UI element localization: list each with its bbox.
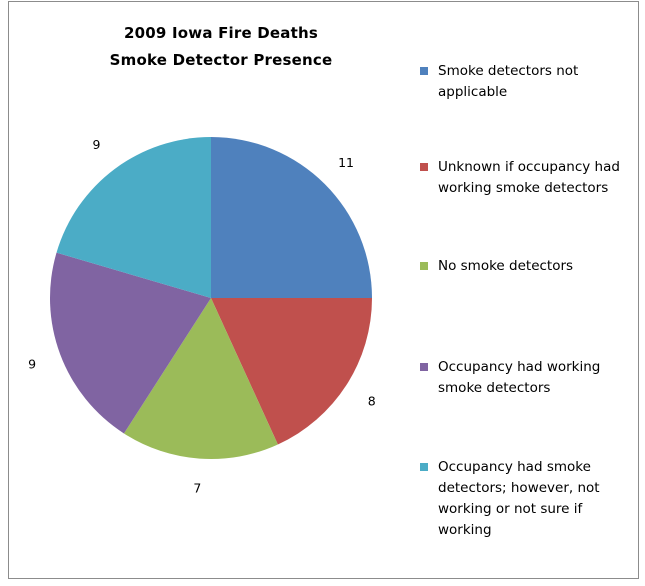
data-label-no-detectors: 7 <box>193 481 201 496</box>
pie-slice-not-applicable <box>211 137 372 298</box>
legend-swatch <box>420 463 428 471</box>
legend-item-working: Occupancy had working smoke detectors <box>420 357 635 399</box>
legend-item-not-applicable: Smoke detectors not applicable <box>420 61 635 103</box>
data-label-working: 9 <box>28 357 36 372</box>
chart-title: 2009 Iowa Fire Deaths <box>124 24 318 42</box>
pie-slice-no-detectors <box>123 298 278 459</box>
legend-item-unknown: Unknown if occupancy had working smoke d… <box>420 157 635 199</box>
legend-swatch <box>420 262 428 270</box>
data-label-not-applicable: 11 <box>338 155 354 170</box>
chart-subtitle: Smoke Detector Presence <box>109 51 333 69</box>
pie-slice-working <box>49 252 211 434</box>
legend-label: Smoke detectors not applicable <box>438 63 579 100</box>
legend-label: No smoke detectors <box>438 258 574 274</box>
legend-label: Unknown if occupancy had working smoke d… <box>438 159 620 196</box>
legend-swatch <box>420 163 428 171</box>
legend-item-not-working: Occupancy had smoke detectors; however, … <box>420 457 635 541</box>
chart-title-block: 2009 Iowa Fire Deaths Smoke Detector Pre… <box>86 20 356 74</box>
legend-swatch <box>420 363 428 371</box>
pie-slice-not-working <box>56 137 211 298</box>
legend-label: Occupancy had working smoke detectors <box>438 359 601 396</box>
legend-label: Occupancy had smoke detectors; however, … <box>438 459 600 538</box>
data-label-unknown: 8 <box>368 393 376 408</box>
legend-item-no-detectors: No smoke detectors <box>420 256 635 277</box>
pie-slice-unknown <box>211 298 372 445</box>
data-label-not-working: 9 <box>93 137 101 152</box>
legend-swatch <box>420 67 428 75</box>
